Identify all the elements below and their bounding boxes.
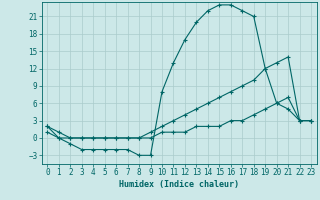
X-axis label: Humidex (Indice chaleur): Humidex (Indice chaleur) [119, 180, 239, 189]
